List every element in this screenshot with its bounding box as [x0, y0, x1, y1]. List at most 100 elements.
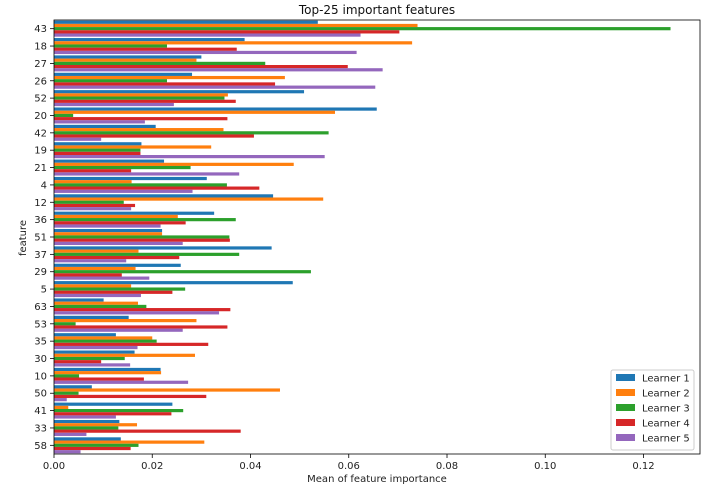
- x-tick-label: 0.06: [338, 461, 360, 472]
- y-tick-label: 20: [34, 111, 47, 122]
- legend-label-learner-3: Learner 3: [642, 404, 690, 415]
- y-tick-label: 63: [34, 302, 47, 313]
- bar-30-learner-3: [54, 356, 125, 361]
- bar-5-learner-4: [54, 290, 173, 294]
- y-tick-label: 5: [41, 285, 47, 296]
- y-tick-label: 18: [34, 42, 47, 53]
- plot-frame: [53, 19, 701, 455]
- bar-35-learner-3: [54, 339, 157, 343]
- bar-50-learner-3: [54, 391, 79, 395]
- bar-21-learner-2: [54, 162, 294, 166]
- bar-29-learner-4: [54, 273, 122, 277]
- bar-10-learner-2: [54, 371, 162, 375]
- bar-51-learner-3: [54, 235, 230, 239]
- bar-53-learner-5: [54, 328, 183, 332]
- bar-12-learner-1: [54, 194, 274, 198]
- bar-10-learner-5: [54, 380, 189, 384]
- bar-10-learner-3: [54, 374, 80, 378]
- bar-19-learner-3: [54, 148, 141, 152]
- bar-27-learner-1: [54, 55, 202, 59]
- bar-10-learner-4: [54, 377, 144, 381]
- bar-53-learner-2: [54, 319, 197, 323]
- legend-swatch-learner-3: [616, 404, 635, 411]
- y-tick-label: 52: [34, 94, 47, 105]
- y-tick-label: 41: [34, 406, 47, 417]
- bar-20-learner-5: [54, 120, 145, 124]
- bar-52-learner-1: [54, 90, 305, 94]
- bar-58-learner-1: [54, 437, 121, 441]
- chart-title: Top-25 important features: [298, 3, 455, 17]
- y-tick-label: 27: [34, 59, 47, 70]
- bar-30-learner-4: [54, 360, 102, 364]
- bar-12-learner-3: [54, 200, 124, 204]
- bar-53-learner-4: [54, 325, 228, 329]
- y-tick-label: 26: [34, 76, 47, 87]
- bar-33-learner-1: [54, 419, 120, 424]
- bar-30-learner-1: [54, 350, 135, 354]
- bar-52-learner-2: [54, 93, 228, 97]
- y-tick-label: 30: [34, 354, 47, 365]
- y-axis-label: feature: [18, 220, 29, 256]
- bar-52-learner-5: [54, 102, 174, 107]
- legend-label-learner-4: Learner 4: [642, 419, 690, 430]
- bar-26-learner-4: [54, 82, 276, 86]
- bar-4-learner-2: [54, 180, 132, 184]
- y-tick-label: 19: [34, 146, 47, 157]
- x-tick-label: 0.12: [632, 461, 654, 472]
- bar-37-learner-5: [54, 259, 127, 263]
- bar-41-learner-1: [54, 402, 173, 406]
- bar-42-learner-3: [54, 131, 329, 135]
- bar-5-learner-1: [54, 281, 293, 285]
- bars-group: [54, 20, 671, 454]
- bar-53-learner-3: [54, 322, 76, 326]
- y-tick-label: 58: [34, 441, 47, 452]
- bar-21-learner-4: [54, 169, 132, 173]
- bar-12-learner-5: [54, 207, 132, 211]
- legend: Learner 1 Learner 2 Learner 3 Learner 4 Lear…: [610, 369, 695, 451]
- bar-12-learner-4: [54, 203, 136, 208]
- x-tick-label: 0.04: [239, 461, 261, 472]
- legend-label-learner-5: Learner 5: [642, 434, 690, 445]
- bar-35-learner-1: [54, 333, 116, 337]
- bar-53-learner-1: [54, 315, 129, 319]
- bar-43-learner-1: [54, 20, 318, 24]
- legend-label-learner-2: Learner 2: [642, 389, 690, 400]
- bar-43-learner-2: [54, 23, 418, 28]
- bar-20-learner-1: [54, 107, 377, 111]
- bar-43-learner-3: [54, 27, 671, 31]
- bar-12-learner-2: [54, 197, 324, 201]
- bar-19-learner-4: [54, 151, 141, 155]
- bar-41-learner-5: [54, 415, 116, 419]
- bar-63-learner-1: [54, 298, 104, 302]
- bar-19-learner-2: [54, 145, 212, 149]
- y-tick-label: 29: [34, 267, 47, 278]
- bar-29-learner-2: [54, 266, 136, 271]
- bar-50-learner-1: [54, 385, 92, 389]
- y-tick-label: 36: [34, 215, 47, 226]
- x-tick-label: 0.10: [534, 461, 556, 472]
- bar-27-learner-2: [54, 58, 197, 62]
- x-tick-group: 0.00 0.02 0.04 0.06 0.08 0.10 0.12: [43, 454, 655, 472]
- bar-18-learner-4: [54, 47, 237, 51]
- bar-29-learner-1: [54, 263, 181, 267]
- y-tick-label: 35: [34, 337, 47, 348]
- bar-36-learner-4: [54, 221, 186, 225]
- bar-19-learner-1: [54, 142, 142, 146]
- bar-51-learner-1: [54, 229, 163, 233]
- legend-swatch-learner-2: [616, 389, 635, 396]
- legend-swatch-learner-1: [616, 374, 635, 381]
- bar-50-learner-4: [54, 394, 207, 399]
- bar-20-learner-3: [54, 113, 74, 118]
- bar-19-learner-5: [54, 155, 325, 159]
- x-tick-label: 0.08: [436, 461, 458, 472]
- bar-37-learner-1: [54, 246, 272, 250]
- bar-41-learner-2: [54, 405, 69, 409]
- bar-33-learner-3: [54, 426, 119, 430]
- bar-35-learner-4: [54, 342, 209, 346]
- bar-41-learner-3: [54, 409, 184, 413]
- bar-18-learner-5: [54, 50, 357, 55]
- bar-37-learner-3: [54, 252, 240, 256]
- bar-41-learner-4: [54, 412, 172, 416]
- bar-43-learner-4: [54, 30, 400, 34]
